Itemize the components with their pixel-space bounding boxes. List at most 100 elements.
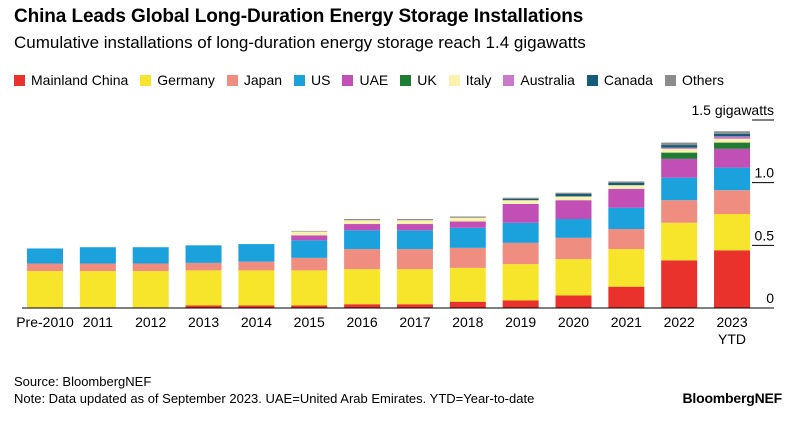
bar-segment-mainland-china <box>344 304 381 308</box>
bar-segment-australia <box>714 136 751 139</box>
bar-segment-others <box>555 192 592 194</box>
x-tick-label: Pre-2010 <box>16 314 74 330</box>
bar-segment-italy <box>608 185 645 189</box>
bar-segment-mainland-china <box>555 295 592 308</box>
x-tick-label: 2017 <box>399 314 430 330</box>
bar-segment-others <box>344 219 381 221</box>
x-tick-label: 2019 <box>505 314 536 330</box>
bar-segment-uae <box>502 203 539 223</box>
legend-swatch <box>226 74 238 86</box>
bar-segment-us <box>661 177 698 201</box>
bar-segment-uae <box>396 224 433 231</box>
bar-segment-uae <box>291 235 328 241</box>
legend-swatch <box>342 74 354 86</box>
legend-item-canada: Canada <box>586 72 653 88</box>
bar-segment-mainland-china <box>661 260 698 308</box>
legend-label: Japan <box>243 72 283 88</box>
bar-segment-italy <box>396 220 433 225</box>
bar-segment-canada <box>502 198 539 201</box>
bar-segment-canada <box>661 145 698 148</box>
bar-segment-us <box>396 230 433 250</box>
legend-swatch <box>586 74 598 86</box>
bar-segment-others <box>291 230 328 232</box>
bar-segment-italy <box>502 200 539 204</box>
bar-segment-australia <box>661 147 698 149</box>
x-tick-label: 2015 <box>294 314 325 330</box>
chart-title: China Leads Global Long-Duration Energy … <box>14 6 584 27</box>
bar-segment-japan <box>714 190 751 214</box>
legend-label: UK <box>417 72 437 88</box>
bar-segment-italy <box>449 217 486 222</box>
bar-segment-mainland-china <box>449 301 486 308</box>
bar-segment-japan <box>27 263 63 272</box>
legend-item-italy: Italy <box>448 72 492 88</box>
bar-segment-germany <box>608 249 645 287</box>
bar-segment-us <box>608 207 645 230</box>
legend-label: Others <box>681 72 724 88</box>
bar-segment-canada <box>714 133 751 137</box>
bar-segment-canada <box>555 193 592 197</box>
bar-segment-italy <box>661 148 698 153</box>
legend-label: Germany <box>157 72 215 88</box>
legend-item-others: Others <box>664 72 724 88</box>
bar-segment-japan <box>132 263 169 272</box>
bar-segment-mainland-china <box>291 305 328 308</box>
bar-segment-japan <box>185 262 222 271</box>
bar-segment-germany <box>555 259 592 296</box>
bar-segment-germany <box>79 271 116 308</box>
bar-segment-mainland-china <box>185 305 222 308</box>
bar-segment-us <box>291 240 328 258</box>
bar-segment-us <box>132 247 169 264</box>
bar-segment-mainland-china <box>238 305 275 308</box>
bar-segment-japan <box>396 249 433 270</box>
legend-item-uk: UK <box>400 72 437 88</box>
bar-segment-mainland-china <box>608 286 645 308</box>
bar-segment-uae <box>344 224 381 231</box>
bar-segment-others <box>502 197 539 199</box>
bar-segment-japan <box>291 257 328 271</box>
bar-segment-uae <box>555 200 592 220</box>
bar-segment-germany <box>449 267 486 302</box>
stacked-bar-chart: 0 0.5 1.0 1.5 gigawatts Pre-2010 2011 2012 2013… <box>16 102 775 347</box>
legend-label: US <box>311 72 331 88</box>
x-tick-label: 2023 YTD <box>716 314 747 347</box>
legend-swatch <box>664 74 676 86</box>
x-tick-label: 2022 <box>664 314 695 330</box>
bar-segment-us <box>79 247 116 264</box>
legend-label: Mainland China <box>31 72 129 88</box>
x-tick-label: 2021 <box>611 314 642 330</box>
bar-segment-others <box>608 181 645 183</box>
bar-segment-us <box>555 219 592 238</box>
bar-segment-germany <box>396 269 433 305</box>
bar-segment-uk <box>714 142 751 149</box>
bar-segment-uk <box>661 152 698 159</box>
legend: Mainland China Germany Japan US UAE UK I… <box>14 72 724 88</box>
bar-segment-us <box>502 222 539 243</box>
bar-segment-germany <box>238 270 275 306</box>
bar-segment-uae <box>714 148 751 168</box>
bar-segment-japan <box>555 237 592 260</box>
legend-item-japan: Japan <box>226 72 283 88</box>
y-tick-label: 1.5 gigawatts <box>692 102 775 118</box>
bar-segment-japan <box>449 247 486 268</box>
legend-label: Italy <box>465 72 492 88</box>
bar-segment-us <box>238 244 275 262</box>
bar-segment-germany <box>185 270 222 306</box>
legend-swatch <box>448 74 460 86</box>
bar-segment-italy <box>291 231 328 236</box>
legend-label: Canada <box>603 72 653 88</box>
y-tick-label: 0.5 <box>755 227 775 243</box>
legend-swatch <box>400 74 412 86</box>
source-note: Source: BloombergNEF <box>14 374 152 389</box>
x-tick-label: 2012 <box>135 314 166 330</box>
bar-segment-us <box>344 230 381 250</box>
bar-segment-italy <box>714 138 751 143</box>
x-tick-label: 2018 <box>452 314 483 330</box>
x-tick-label: 2013 <box>188 314 219 330</box>
bar-segment-others <box>714 131 751 134</box>
x-tick-label: 2014 <box>241 314 272 330</box>
bar-segment-germany <box>661 222 698 261</box>
bar-segment-italy <box>555 196 592 201</box>
legend-swatch <box>294 74 306 86</box>
legend-swatch <box>14 74 25 86</box>
